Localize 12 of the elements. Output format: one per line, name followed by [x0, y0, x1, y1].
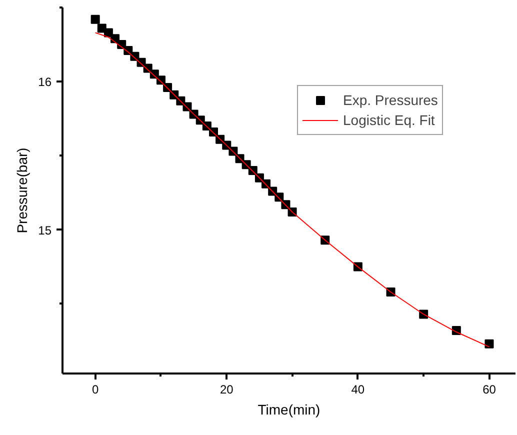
x-tick-label: 60	[482, 382, 496, 396]
x-tick-label: 20	[220, 382, 234, 396]
y-tick-label: 16	[38, 75, 52, 90]
x-tick-label: 0	[92, 382, 99, 396]
point	[484, 339, 494, 348]
x-tick-label: 40	[351, 382, 365, 396]
y-axis-title: Pressure(bar)	[14, 148, 30, 234]
legend-label: Logistic Eq. Fit	[343, 112, 435, 128]
y-tick-label: 15	[38, 223, 52, 238]
legend-label: Exp. Pressures	[343, 92, 438, 108]
x-axis-title: Time(min)	[258, 402, 320, 418]
point	[90, 14, 100, 24]
